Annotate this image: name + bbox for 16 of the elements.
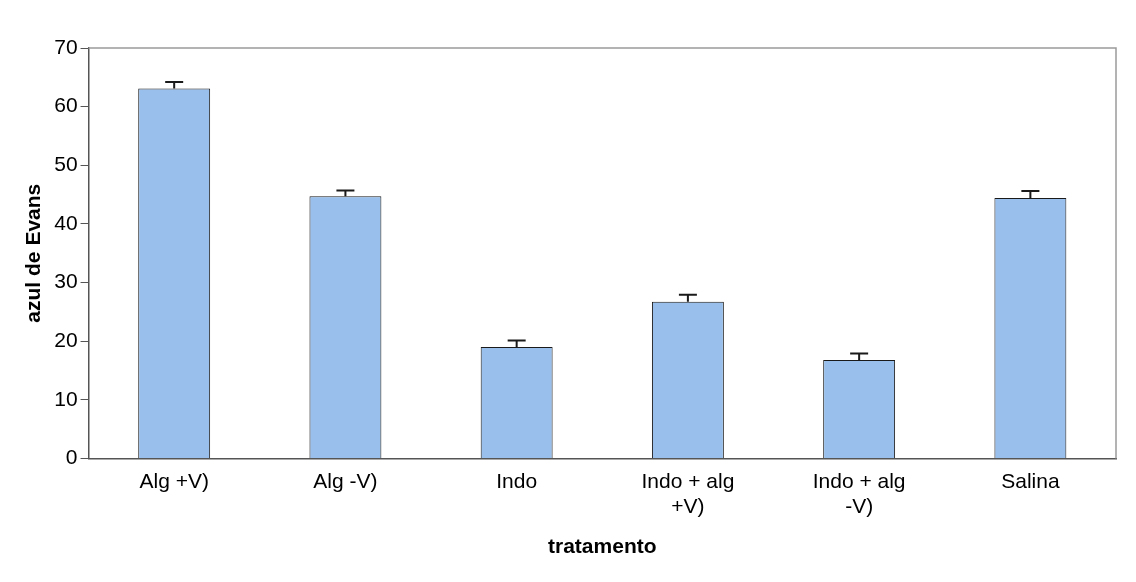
x-tick-label: Alg -V)	[313, 468, 378, 492]
y-tick-label: 60	[54, 93, 78, 117]
x-tick-label: Salina	[1001, 468, 1060, 492]
y-tick-label: 50	[54, 152, 78, 176]
y-tick-label: 0	[65, 445, 78, 469]
x-axis-title: tratamento	[548, 534, 657, 558]
x-tick-label: Alg +V)	[139, 468, 209, 492]
y-tick-label: 20	[54, 327, 78, 351]
x-tick-label: Indo	[496, 468, 538, 492]
y-tick-label: 70	[54, 34, 78, 58]
y-tick-label: 30	[54, 269, 78, 293]
x-tick-label: Indo + alg +V)	[641, 468, 735, 517]
y-tick-label: 10	[54, 386, 78, 410]
x-tick-label: Indo + alg -V)	[812, 468, 906, 517]
y-tick-label: 40	[54, 210, 78, 234]
y-axis-title: azul de Evans	[21, 183, 45, 323]
